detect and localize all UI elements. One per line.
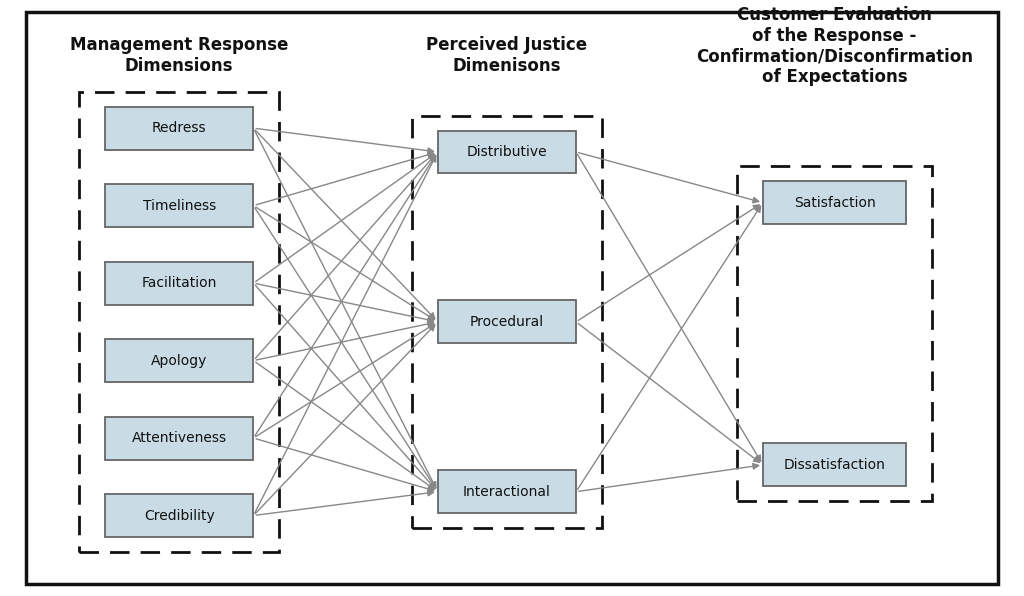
Text: Management Response
Dimensions: Management Response Dimensions [70,36,289,74]
FancyBboxPatch shape [104,262,254,305]
FancyBboxPatch shape [438,300,575,343]
FancyBboxPatch shape [104,494,254,537]
FancyBboxPatch shape [438,131,575,173]
Text: Attentiveness: Attentiveness [132,431,226,445]
Text: Customer Evaluation
of the Response -
Confirmation/Disconfirmation
of Expectatio: Customer Evaluation of the Response - Co… [696,6,973,86]
Text: Credibility: Credibility [143,508,215,523]
FancyBboxPatch shape [438,470,575,513]
Text: Apology: Apology [151,353,208,368]
Text: Interactional: Interactional [463,485,551,499]
FancyBboxPatch shape [763,443,906,486]
Bar [737,166,932,501]
Bar [412,116,601,528]
Bar [79,92,279,552]
Text: Satisfaction: Satisfaction [794,195,876,210]
FancyBboxPatch shape [763,181,906,224]
Text: Distributive: Distributive [467,145,547,159]
Text: Dissatisfaction: Dissatisfaction [783,458,886,472]
FancyBboxPatch shape [104,184,254,227]
Text: Timeliness: Timeliness [142,198,216,213]
Text: Procedural: Procedural [470,315,544,329]
FancyBboxPatch shape [104,107,254,150]
FancyBboxPatch shape [104,339,254,382]
FancyBboxPatch shape [104,417,254,460]
Text: Redress: Redress [152,121,207,135]
Text: Perceived Justice
Dimenisons: Perceived Justice Dimenisons [426,36,588,74]
Text: Facilitation: Facilitation [141,276,217,290]
